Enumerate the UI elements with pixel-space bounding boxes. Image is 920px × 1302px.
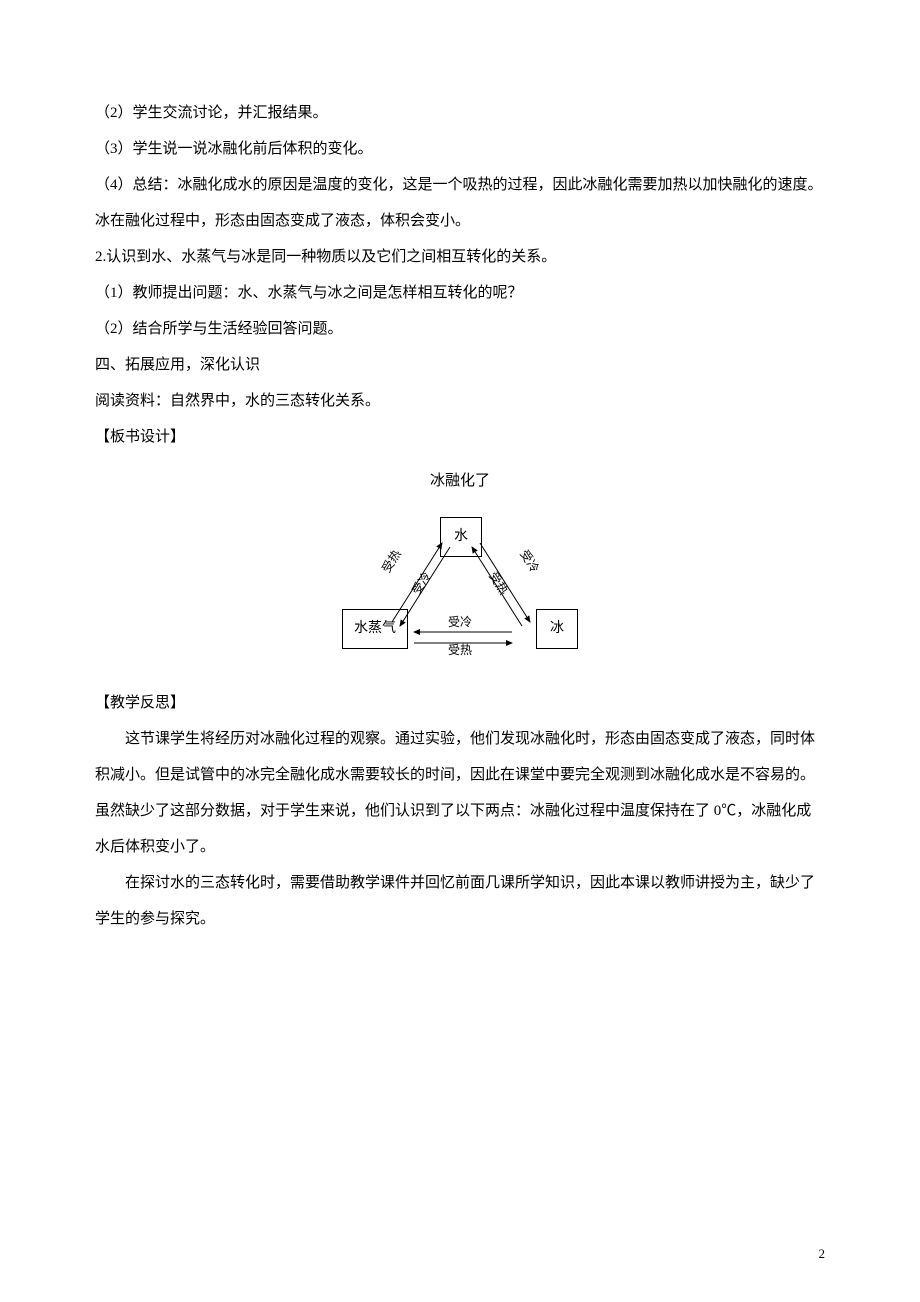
page-number: 2 bbox=[819, 1246, 826, 1262]
section-heading: 【板书设计】 bbox=[95, 419, 825, 455]
diagram-arrows bbox=[320, 517, 600, 657]
section-heading: 【教学反思】 bbox=[95, 685, 825, 721]
paragraph-line: （2）结合所学与生活经验回答问题。 bbox=[95, 311, 825, 347]
paragraph-line: （4）总结：冰融化成水的原因是温度的变化，这是一个吸热的过程，因此冰融化需要加热… bbox=[95, 167, 825, 239]
paragraph-line: （2）学生交流讨论，并汇报结果。 bbox=[95, 95, 825, 131]
diagram-container: 水 水蒸气 冰 受热 受冷 受冷 受热 受冷 受热 bbox=[95, 517, 825, 657]
section-heading: 四、拓展应用，深化认识 bbox=[95, 347, 825, 383]
document-body: （2）学生交流讨论，并汇报结果。 （3）学生说一说冰融化前后体积的变化。 （4）… bbox=[95, 95, 825, 937]
paragraph: 这节课学生将经历对冰融化过程的观察。通过实验，他们发现冰融化时，形态由固态变成了… bbox=[95, 721, 825, 865]
water-states-diagram: 水 水蒸气 冰 受热 受冷 受冷 受热 受冷 受热 bbox=[320, 517, 600, 657]
paragraph-line: 2.认识到水、水蒸气与冰是同一种物质以及它们之间相互转化的关系。 bbox=[95, 239, 825, 275]
paragraph-line: 阅读资料：自然界中，水的三态转化关系。 bbox=[95, 383, 825, 419]
edge-label-bottom-top: 受冷 bbox=[448, 616, 472, 629]
diagram-title: 冰融化了 bbox=[95, 463, 825, 499]
paragraph-line: （1）教师提出问题：水、水蒸气与冰之间是怎样相互转化的呢？ bbox=[95, 275, 825, 311]
paragraph-line: （3）学生说一说冰融化前后体积的变化。 bbox=[95, 131, 825, 167]
edge-label-bottom-bottom: 受热 bbox=[448, 644, 472, 657]
paragraph: 在探讨水的三态转化时，需要借助教学课件并回忆前面几课所学知识，因此本课以教师讲授… bbox=[95, 865, 825, 937]
